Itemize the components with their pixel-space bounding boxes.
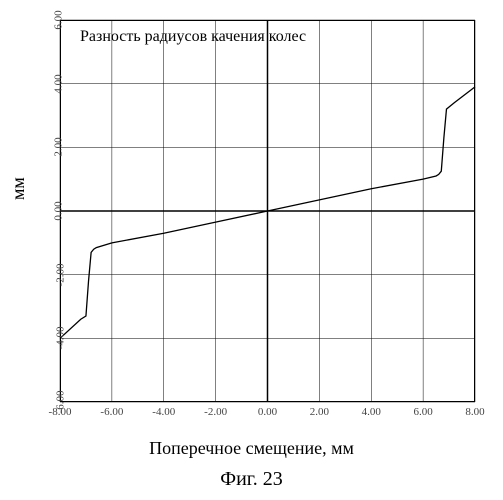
y-tick-label: 2.00 [53, 138, 65, 157]
y-tick-label: -6.00 [54, 391, 66, 414]
x-tick-label: -6.00 [100, 406, 123, 418]
x-tick-label: -4.00 [152, 406, 175, 418]
chart-svg [0, 0, 503, 500]
x-tick-label: 0.00 [258, 406, 277, 418]
y-tick-label: -2.00 [54, 263, 66, 286]
y-tick-label: 0.00 [53, 201, 65, 220]
y-tick-label: -4.00 [54, 327, 66, 350]
y-tick-label: 4.00 [53, 74, 65, 93]
x-tick-label: 2.00 [310, 406, 329, 418]
x-tick-label: 6.00 [414, 406, 433, 418]
x-tick-label: 4.00 [362, 406, 381, 418]
x-tick-label: -2.00 [204, 406, 227, 418]
x-tick-label: 8.00 [465, 406, 484, 418]
y-tick-label: 6.00 [53, 10, 65, 29]
